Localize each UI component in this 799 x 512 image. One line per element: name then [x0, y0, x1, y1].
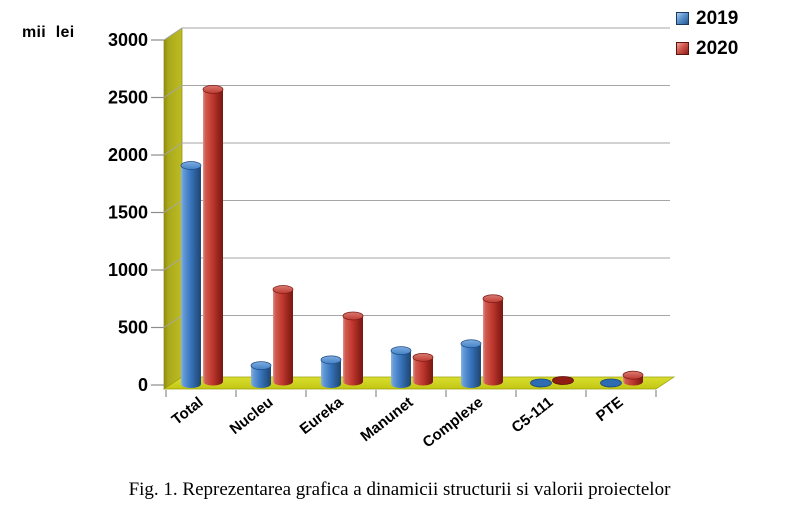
- legend-item-2020: 2020: [676, 39, 738, 58]
- bar-2020-Total-cap: [202, 85, 224, 94]
- y-axis-unit-label: mii lei: [22, 24, 75, 41]
- chart-canvas: 0 500 1000 1500 2000 2500 3000 Total Nucleu Eurek…: [108, 27, 676, 452]
- category-label-Nucleu: Nucleu: [227, 394, 277, 438]
- category-label-C5-111: C5-111: [509, 394, 557, 437]
- bar-2019-Manunet-cap: [390, 346, 412, 356]
- bar-2020-Manunet-cap: [412, 352, 434, 362]
- gridline-wall-2500: [163, 85, 183, 98]
- bar-2019-Nucleu-cap: [250, 361, 272, 370]
- category-label-Complexe: Complexe: [419, 394, 486, 452]
- legend-swatch-2019-icon: [676, 12, 689, 25]
- category-label-PTE: PTE: [593, 394, 626, 425]
- legend-label-2020: 2020: [696, 38, 739, 59]
- bar-2019-Nucleu: [251, 365, 271, 388]
- bar-2019-Complexe: [461, 343, 481, 388]
- bar-2020-PTE-cap: [622, 370, 644, 380]
- category-label-Total: Total: [169, 394, 207, 429]
- gridline-wall-500: [163, 315, 183, 328]
- bar-2020-Eureka: [343, 315, 363, 386]
- bar-2019-Eureka: [321, 359, 341, 388]
- bar-2019-Eureka-cap: [320, 355, 342, 365]
- y-tick-label-3000: 3000: [108, 30, 148, 50]
- gridline-wall-1000: [163, 257, 183, 271]
- category-label-Manunet: Manunet: [357, 394, 416, 445]
- legend: 2019 2020: [676, 9, 738, 58]
- bar-2019-C5-111: [530, 378, 552, 388]
- figure-caption: Fig. 1. Reprezentarea grafica a dinamici…: [128, 479, 671, 500]
- gridline-wall-2000: [163, 142, 183, 156]
- bar-2020-Manunet: [413, 357, 433, 386]
- y-tick-label-1000: 1000: [108, 260, 148, 280]
- y-tick-label-1500: 1500: [108, 203, 148, 223]
- y-tick-label-2000: 2000: [108, 145, 148, 165]
- bar-2020-Total: [203, 89, 224, 386]
- category-label-Eureka: Eureka: [297, 393, 347, 438]
- bar-2020-Nucleu-cap: [272, 285, 294, 294]
- y-tick-label-2500: 2500: [108, 88, 148, 108]
- gridline-wall-3000: [163, 27, 183, 41]
- bar-2020-Nucleu: [273, 289, 293, 386]
- legend-label-2019: 2019: [696, 8, 739, 29]
- y-tick-label-0: 0: [138, 375, 148, 395]
- gridline-wall-1500: [163, 200, 183, 213]
- y-tick-label-500: 500: [118, 318, 148, 338]
- bar-2019-Manunet: [391, 350, 411, 388]
- bar-2020-Complexe: [483, 298, 503, 386]
- bar-2019-Total: [181, 165, 201, 388]
- chart-wall: [163, 27, 183, 390]
- bar-2019-PTE: [600, 378, 622, 388]
- legend-item-2019: 2019: [676, 9, 738, 28]
- bar-2019-Total-cap: [180, 161, 202, 170]
- legend-swatch-2020-icon: [676, 42, 689, 55]
- bar-2020-Complexe-cap: [482, 294, 504, 304]
- bar-2020-C5-111: [552, 376, 574, 385]
- bar-2019-Complexe-cap: [460, 339, 482, 349]
- bar-2020-Eureka-cap: [342, 311, 364, 321]
